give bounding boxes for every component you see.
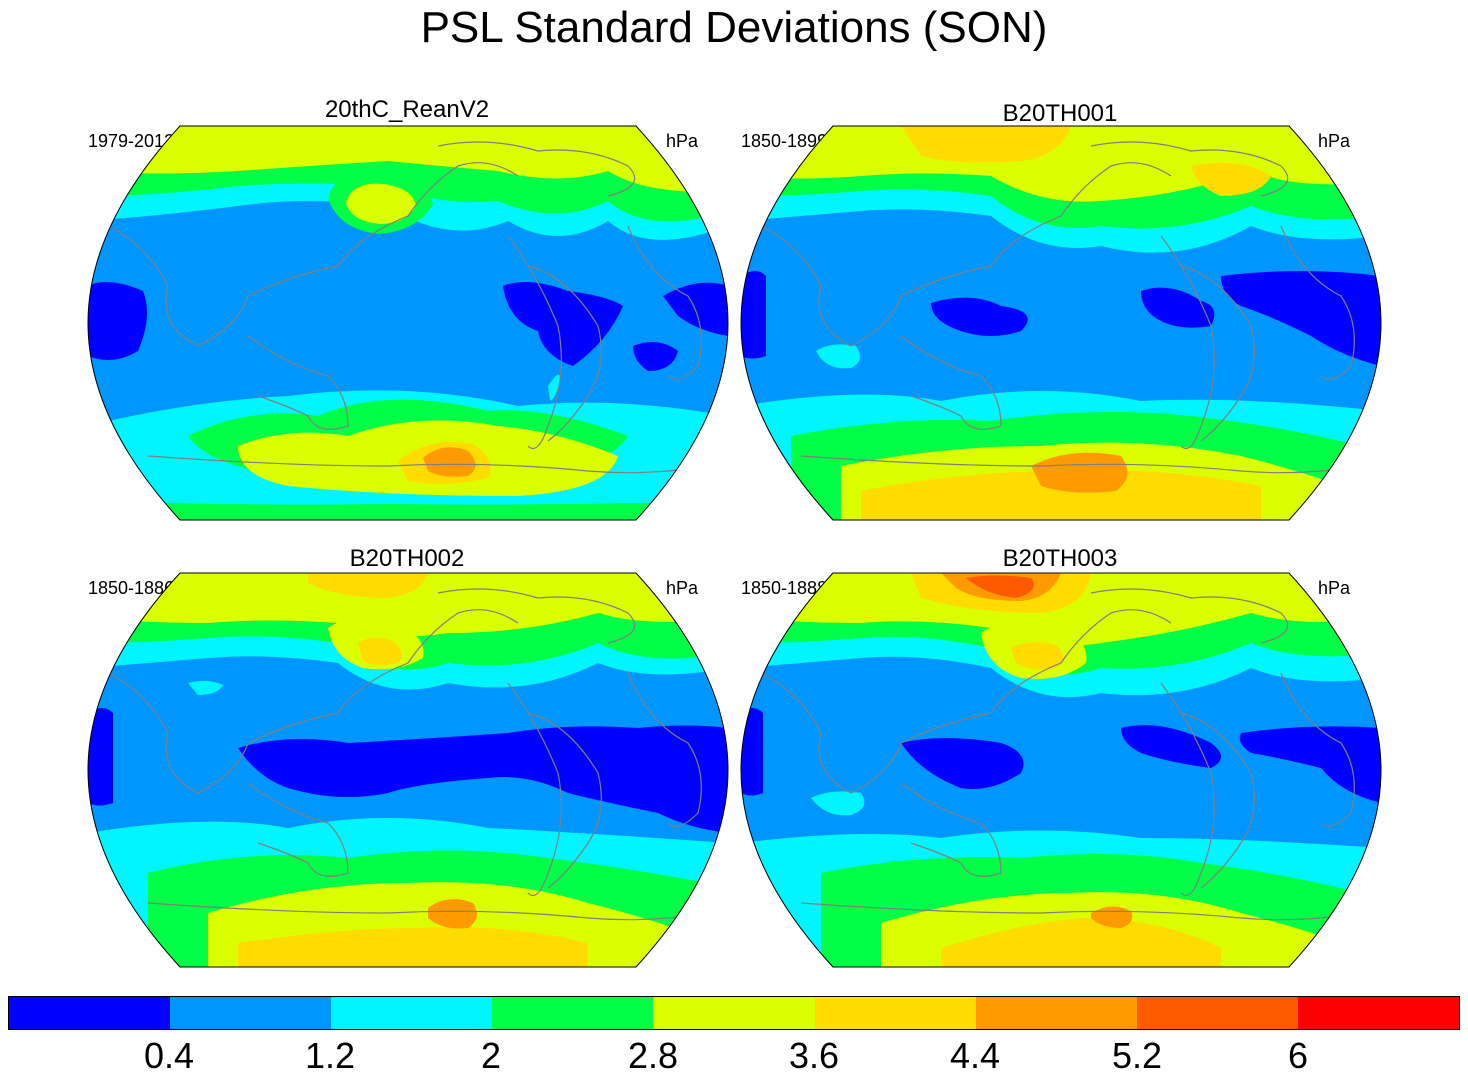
figure-title: PSL Standard Deviations (SON) (420, 3, 1048, 52)
panel-years-4: 1850-1888 (741, 578, 828, 598)
panel-years-1: 1979-2012 (88, 131, 175, 151)
colorbar-swatch-5 (814, 997, 976, 1029)
map-panel-2 (740, 125, 1382, 521)
colorbar-swatch-0 (9, 997, 171, 1029)
colorbar-swatch-3 (492, 997, 654, 1029)
colorbar-swatch-4 (653, 997, 815, 1029)
map-panel-3 (87, 572, 729, 968)
panel-title-2: B20TH001 (1002, 100, 1118, 127)
colorbar-label-7: 6 (1287, 1035, 1309, 1076)
panel-title-3: B20TH002 (349, 545, 465, 572)
panel-units-3: hPa (666, 578, 699, 598)
colorbar-swatch-7 (1136, 997, 1298, 1029)
panel-units-4: hPa (1318, 578, 1351, 598)
panel-title-4: B20TH003 (1002, 545, 1118, 572)
colorbar-label-1: 1.2 (304, 1035, 356, 1076)
colorbar-swatch-1 (170, 997, 332, 1029)
colorbar-swatch-6 (975, 997, 1137, 1029)
colorbar-label-0: 0.4 (143, 1035, 195, 1076)
colorbar-label-5: 4.4 (949, 1035, 1001, 1076)
panel-units-1: hPa (666, 131, 699, 151)
panel-years-2: 1850-1899 (741, 131, 828, 151)
colorbar-swatch-8 (1297, 997, 1459, 1029)
colorbar-label-6: 5.2 (1111, 1035, 1163, 1076)
colorbar-label-4: 3.6 (788, 1035, 840, 1076)
panel-title-1: 20thC_ReanV2 (324, 96, 490, 123)
map-panel-4 (740, 572, 1382, 968)
colorbar-swatch-2 (331, 997, 493, 1029)
map-panel-1 (87, 125, 729, 521)
colorbar (8, 996, 1460, 1030)
panel-years-3: 1850-1886 (88, 578, 175, 598)
colorbar-label-2: 2 (480, 1035, 502, 1076)
colorbar-label-3: 2.8 (627, 1035, 679, 1076)
panel-units-2: hPa (1318, 131, 1351, 151)
